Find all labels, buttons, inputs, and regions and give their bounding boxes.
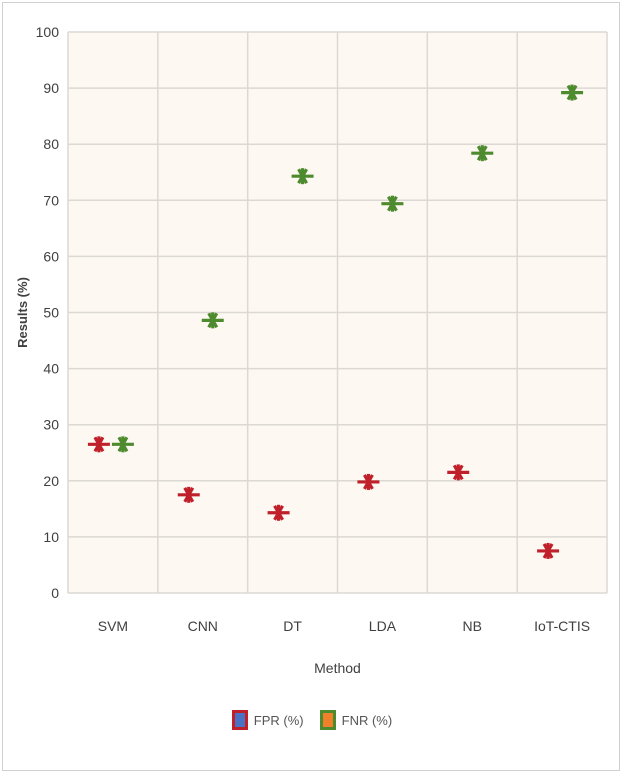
legend-label-fnr: FNR (%) <box>341 712 393 728</box>
legend-swatch-fnr <box>319 710 336 730</box>
y-tick-label: 90 <box>43 80 59 96</box>
data-point-fpr <box>177 486 200 503</box>
data-point-fpr <box>537 542 560 559</box>
data-point-fpr <box>87 436 110 453</box>
data-point-fnr <box>291 168 314 185</box>
y-tick-label: 60 <box>43 248 59 264</box>
y-tick-label: 80 <box>43 136 59 152</box>
data-point-fnr <box>111 436 134 453</box>
data-point-fpr <box>357 473 380 490</box>
x-tick-label: IoT-CTIS <box>534 618 590 634</box>
x-tick-label: LDA <box>369 618 397 634</box>
data-point-fpr <box>447 464 470 481</box>
data-point-fnr <box>561 84 584 101</box>
legend-item-fnr: FNR (%) <box>319 710 393 730</box>
data-point-fnr <box>471 145 494 162</box>
y-tick-label: 20 <box>43 473 59 489</box>
y-tick-label: 10 <box>43 529 59 545</box>
legend: FPR (%) FNR (%) <box>0 710 624 730</box>
x-tick-label: DT <box>283 618 302 634</box>
data-point-fnr <box>201 312 224 329</box>
x-axis-title: Method <box>314 660 361 676</box>
legend-label-fpr: FPR (%) <box>253 712 304 728</box>
y-tick-label: 70 <box>43 192 59 208</box>
x-tick-label: SVM <box>98 618 128 634</box>
data-point-fnr <box>381 195 404 212</box>
legend-swatch-fpr <box>231 710 248 730</box>
y-tick-label: 0 <box>51 585 59 601</box>
y-tick-label: 50 <box>43 305 59 321</box>
x-tick-label: CNN <box>188 618 218 634</box>
y-tick-label: 100 <box>36 24 60 40</box>
x-tick-label: NB <box>463 618 482 634</box>
y-tick-label: 30 <box>43 417 59 433</box>
data-point-fpr <box>267 504 290 521</box>
y-axis-title: Results (%) <box>15 277 30 348</box>
y-tick-label: 40 <box>43 361 59 377</box>
scatter-chart: 0 10 20 30 40 50 60 70 80 90 100 SVM CNN DT LDA NB IoT-C… <box>15 24 608 676</box>
legend-item-fpr: FPR (%) <box>231 710 304 730</box>
